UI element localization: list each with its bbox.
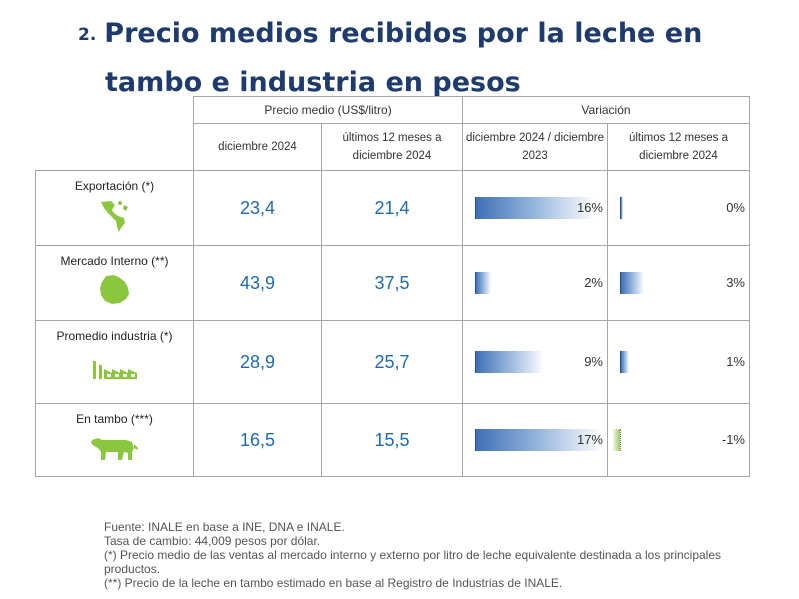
table-row: Exportación (*) 23,4 21,4 16% 0% xyxy=(35,170,750,246)
col-header-12m: últimos 12 meses a diciembre 2024 xyxy=(321,123,463,171)
var-dec-label: 16% xyxy=(576,200,603,215)
group-header-variation: Variación xyxy=(462,96,750,124)
var-dec-bar xyxy=(475,429,604,451)
row-label: En tambo (***) xyxy=(76,412,153,426)
footnote-rate: Tasa de cambio: 44,009 pesos por dólar. xyxy=(104,534,321,548)
value-dec: 43,9 xyxy=(193,245,322,321)
footnote-note2: (**) Precio de la leche en tambo estimad… xyxy=(104,576,563,590)
row-label-cell: Promedio industria (*) xyxy=(35,320,194,404)
var-dec-cell: 17% xyxy=(462,403,608,477)
value-12m: 21,4 xyxy=(321,170,463,246)
var-dec-label: 17% xyxy=(576,432,603,447)
var-12m-cell: 1% xyxy=(607,320,750,404)
var-12m-bar xyxy=(620,272,644,294)
table-row: En tambo (***) 16,5 15,5 17% -1% xyxy=(35,403,750,477)
uruguay-map-icon xyxy=(99,275,129,304)
row-label: Promedio industria (*) xyxy=(56,329,173,343)
col-header-var-dec: diciembre 2024 / diciembre 2023 xyxy=(462,123,608,171)
table-row: Mercado Interno (**) 43,9 37,5 2% 3% xyxy=(35,245,750,321)
empty-corner xyxy=(36,97,194,124)
title-line-2: tambo e industria en pesos xyxy=(105,67,521,98)
value-dec: 23,4 xyxy=(193,170,322,246)
row-label: Exportación (*) xyxy=(74,179,155,193)
var-12m-bar xyxy=(612,429,621,451)
empty-corner-2 xyxy=(36,124,194,171)
var-dec-bar xyxy=(475,272,492,294)
var-dec-label: 2% xyxy=(584,275,603,290)
var-12m-bar xyxy=(620,351,629,373)
col-header-var-12m: últimos 12 meses a diciembre 2024 xyxy=(607,123,750,171)
col-header-dec: diciembre 2024 xyxy=(193,123,322,171)
var-dec-label: 9% xyxy=(584,354,603,369)
var-12m-bar xyxy=(620,197,623,219)
title-number: 2. xyxy=(78,25,97,45)
value-12m: 37,5 xyxy=(321,245,463,321)
var-12m-cell: -1% xyxy=(607,403,750,477)
group-header-price: Precio medio (US$/litro) xyxy=(193,96,463,124)
var-12m-label: 1% xyxy=(726,354,745,369)
var-dec-cell: 16% xyxy=(462,170,608,246)
value-12m: 15,5 xyxy=(321,403,463,477)
price-table: Precio medio (US$/litro) Variación dicie… xyxy=(35,96,750,477)
var-dec-cell: 2% xyxy=(462,245,608,321)
var-dec-cell: 9% xyxy=(462,320,608,404)
var-12m-label: 3% xyxy=(726,275,745,290)
row-label-cell: Mercado Interno (**) xyxy=(35,245,194,321)
var-dec-bar xyxy=(475,351,544,373)
footnote-note1: (*) Precio medio de las ventas al mercad… xyxy=(104,548,722,576)
value-dec: 16,5 xyxy=(193,403,322,477)
var-12m-label: 0% xyxy=(726,200,745,215)
row-label: Mercado Interno (**) xyxy=(60,254,169,268)
var-12m-label: -1% xyxy=(721,432,745,447)
value-dec: 28,9 xyxy=(193,320,322,404)
factory-icon xyxy=(92,361,137,379)
var-12m-cell: 0% xyxy=(607,170,750,246)
table-row: Promedio industria (*) 28,9 25,7 9% 1% xyxy=(35,320,750,404)
americas-map-icon xyxy=(100,201,128,232)
var-12m-cell: 3% xyxy=(607,245,750,321)
row-label-cell: En tambo (***) xyxy=(35,403,194,477)
page-title: 2. Precio medios recibidos por la leche e… xyxy=(78,10,778,107)
footnotes: Fuente: INALE en base a INE, DNA e INALE… xyxy=(104,520,744,590)
value-12m: 25,7 xyxy=(321,320,463,404)
footnote-source: Fuente: INALE en base a INE, DNA e INALE… xyxy=(104,520,345,534)
var-dec-bar xyxy=(475,197,597,219)
cow-icon xyxy=(90,438,138,460)
title-line-1: Precio medios recibidos por la leche en xyxy=(104,18,703,49)
row-label-cell: Exportación (*) xyxy=(35,170,194,246)
